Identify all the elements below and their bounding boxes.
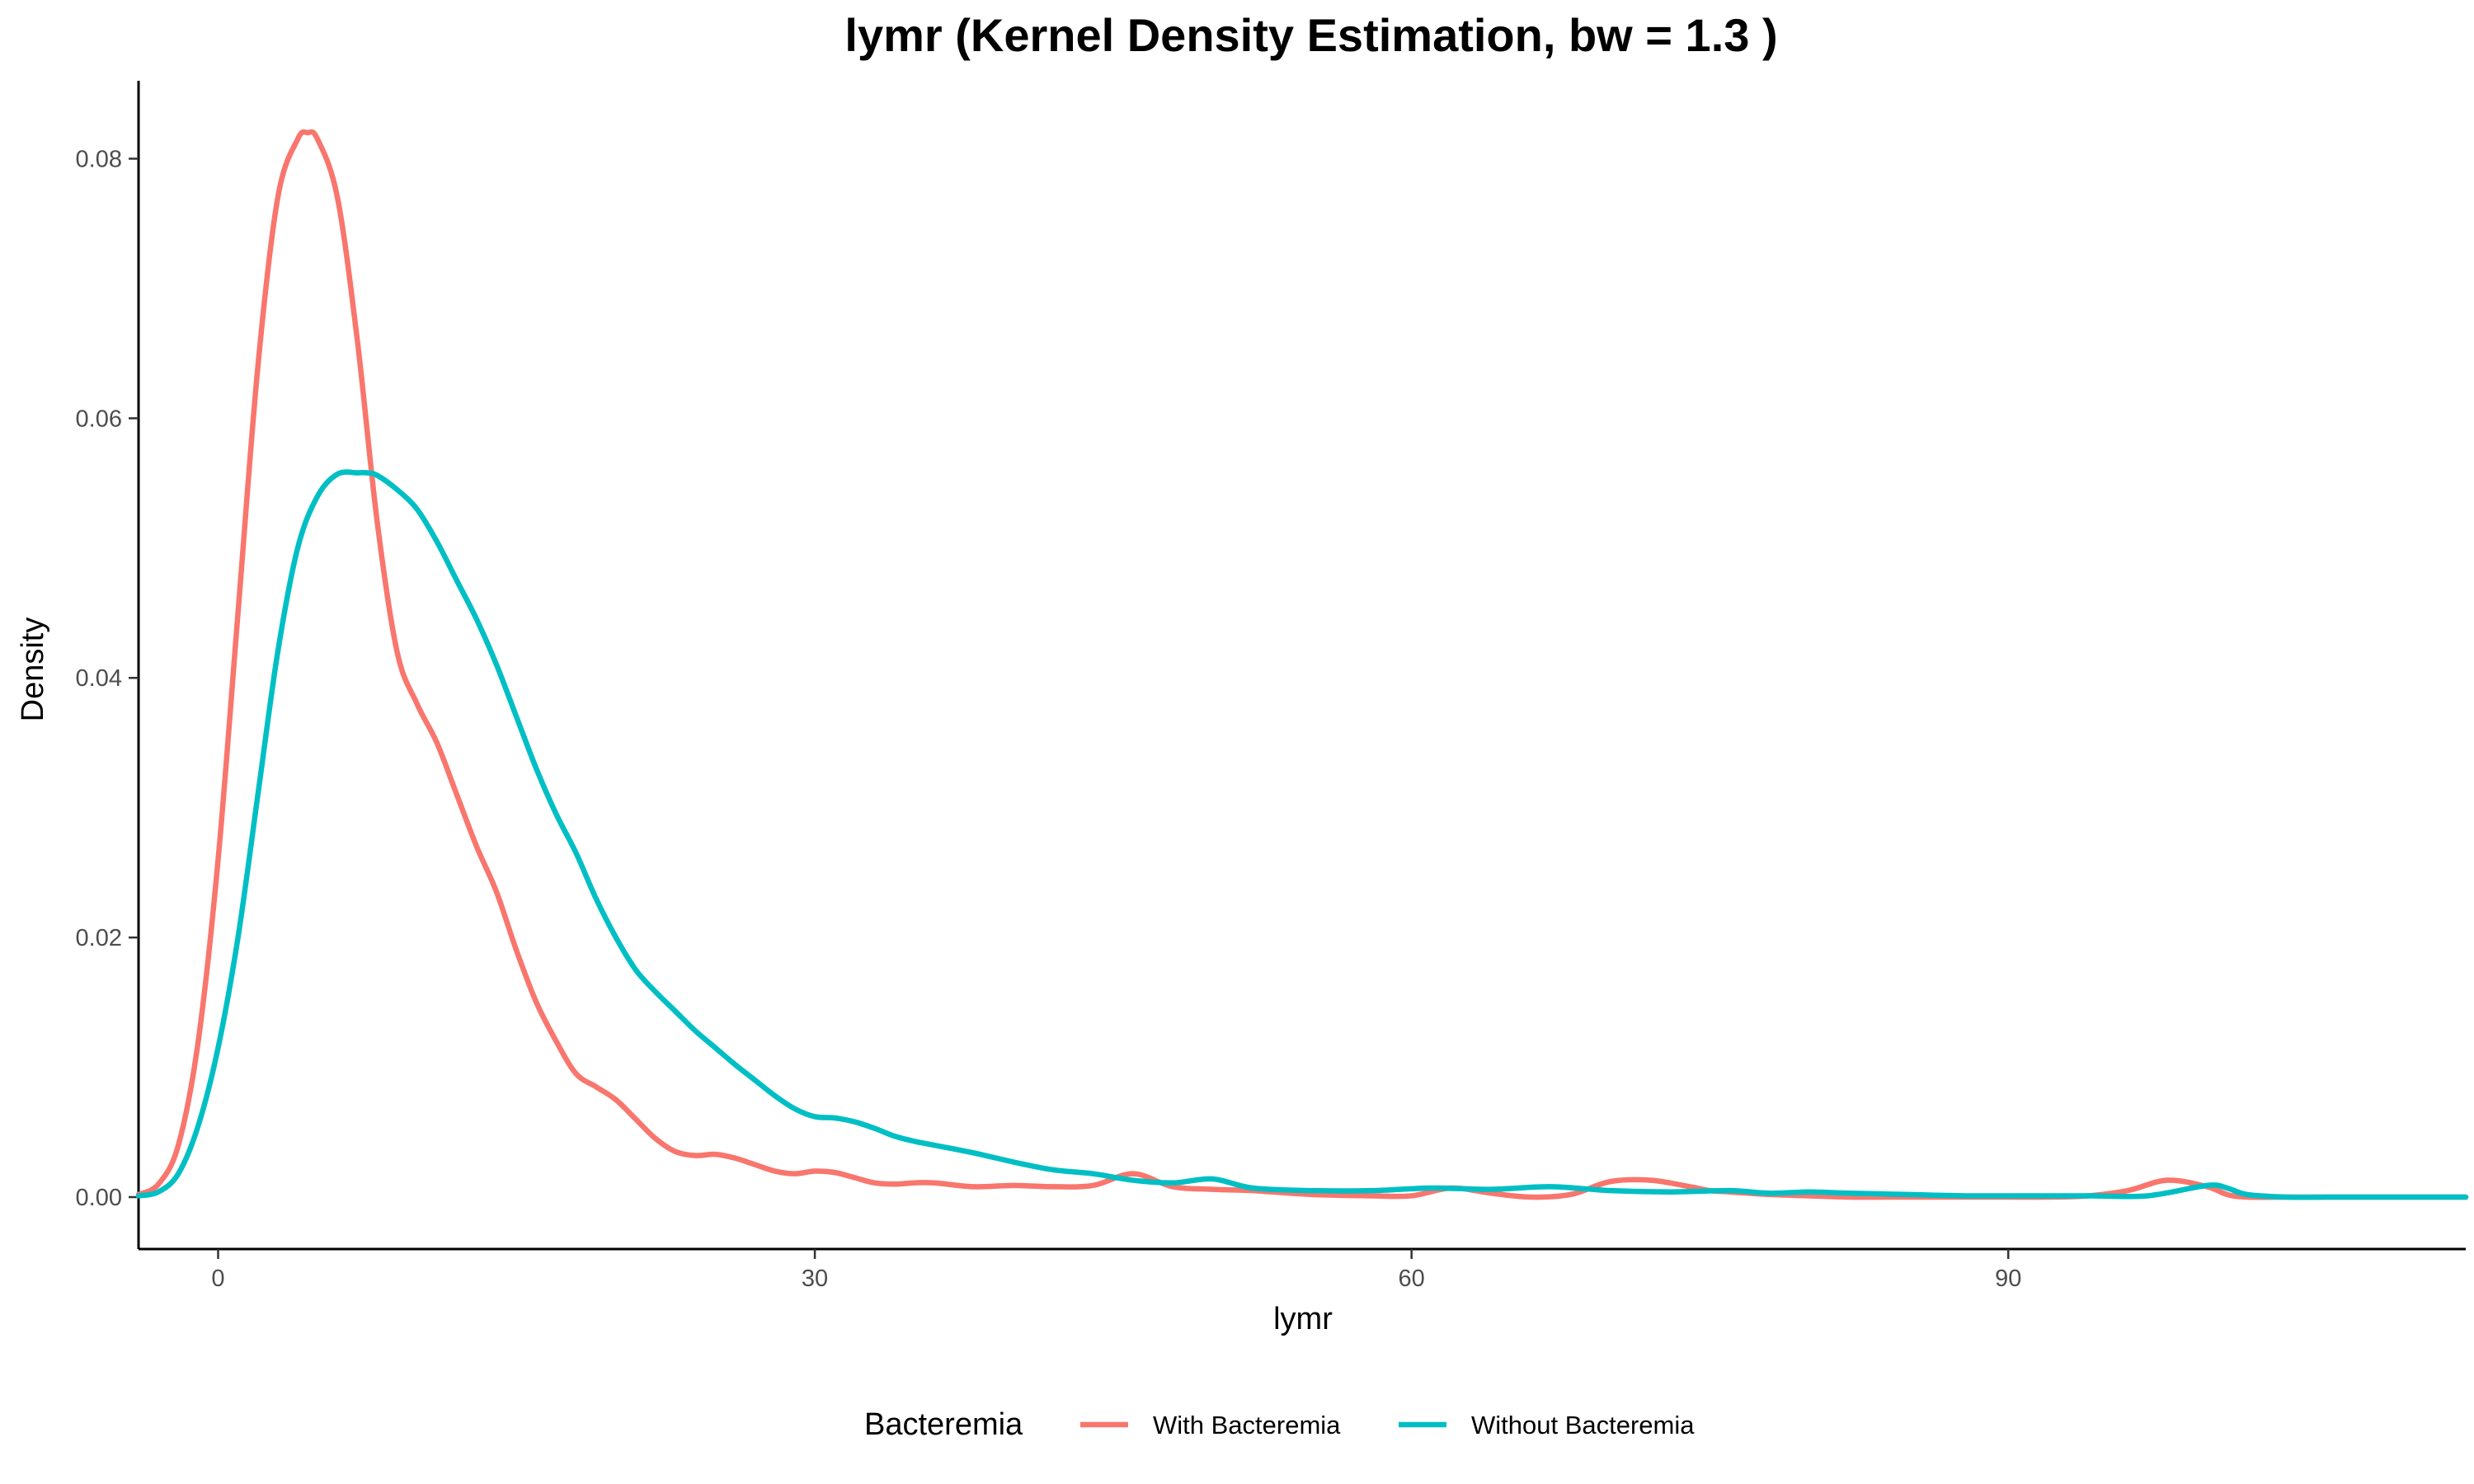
x-tick-label: 60: [1399, 1266, 1425, 1292]
legend-title: Bacteremia: [864, 1407, 1023, 1442]
legend-label-with-bacteremia: With Bacteremia: [1153, 1411, 1341, 1439]
series-line-without-bacteremia: [135, 469, 2469, 1200]
legend: Bacteremia With Bacteremia Without Bacter…: [864, 1407, 1695, 1442]
legend-label-without-bacteremia: Without Bacteremia: [1471, 1411, 1695, 1439]
x-tick-label: 90: [1995, 1266, 2021, 1292]
y-axis-title: Density: [16, 618, 50, 722]
y-tick-label: 0.00: [76, 1185, 122, 1211]
chart-title: lymr (Kernel Density Estimation, bw = 1.…: [844, 9, 1777, 61]
y-tick-label: 0.06: [76, 406, 122, 432]
plot-area: 0 30 60 90 0.00 0.02 0.04 0.06 0.08: [76, 81, 2469, 1292]
series-line-with-bacteremia: [135, 129, 2469, 1200]
y-tick-label: 0.08: [76, 146, 122, 172]
x-tick-label: 30: [802, 1266, 828, 1292]
y-tick-label: 0.04: [76, 665, 122, 692]
y-tick-label: 0.02: [76, 925, 122, 951]
x-axis-title: lymr: [1273, 1302, 1333, 1336]
x-tick-label: 0: [211, 1266, 224, 1292]
